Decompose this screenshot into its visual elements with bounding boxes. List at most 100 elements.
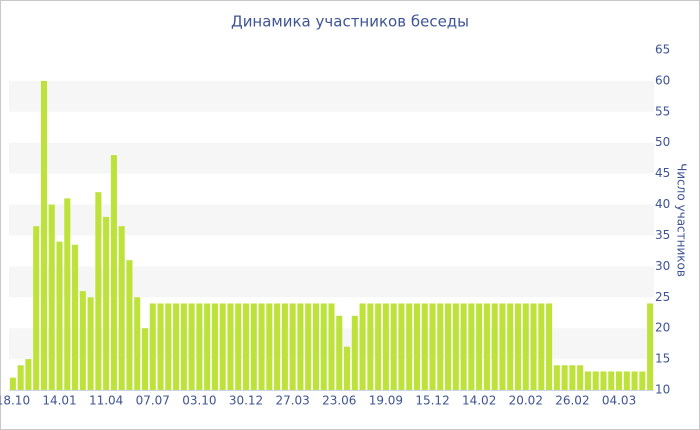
- y-tick-label: 15: [655, 352, 670, 366]
- bar: [87, 297, 94, 390]
- bar: [211, 303, 218, 390]
- bar: [600, 371, 607, 390]
- bar: [312, 303, 319, 390]
- bar: [281, 303, 288, 390]
- bar: [460, 303, 467, 390]
- y-tick-label: 35: [655, 228, 670, 242]
- bar: [157, 303, 164, 390]
- bar: [149, 303, 156, 390]
- bar: [375, 303, 382, 390]
- bar: [227, 303, 234, 390]
- bar: [577, 365, 584, 390]
- bar: [382, 303, 389, 390]
- y-tick-label: 60: [655, 73, 670, 87]
- bar: [413, 303, 421, 390]
- x-tick-label: 26.02: [555, 394, 589, 408]
- bar: [615, 371, 623, 390]
- bar: [250, 303, 257, 390]
- bar: [514, 303, 522, 390]
- bar: [421, 303, 428, 390]
- bar: [64, 198, 71, 390]
- bar: [219, 303, 226, 390]
- bar: [118, 226, 125, 390]
- bar: [608, 371, 615, 390]
- chart-title: Динамика участников беседы: [231, 13, 469, 31]
- x-tick-label: 07.07: [136, 394, 170, 408]
- y-tick-label: 40: [655, 197, 670, 211]
- bar: [483, 303, 490, 390]
- bar: [398, 303, 405, 390]
- bar: [289, 303, 296, 390]
- bar: [336, 315, 343, 390]
- bar: [95, 192, 102, 390]
- bar: [367, 303, 374, 390]
- bar: [522, 303, 529, 390]
- bar: [103, 216, 110, 390]
- bar: [17, 365, 24, 390]
- bar: [623, 371, 630, 390]
- bar: [468, 303, 475, 390]
- bar: [452, 303, 459, 390]
- x-tick-label: 03.10: [182, 394, 216, 408]
- bar: [297, 303, 304, 390]
- y-tick-label: 10: [655, 383, 670, 397]
- y-tick-label: 20: [655, 321, 670, 335]
- bar: [235, 303, 242, 390]
- x-tick-label: 23.06: [322, 394, 356, 408]
- y-tick-label: 55: [655, 104, 670, 118]
- grid-band: [9, 80, 654, 112]
- bar: [499, 303, 506, 390]
- bar: [569, 365, 576, 390]
- y-axis-title: Число участников: [675, 163, 689, 277]
- bar: [359, 303, 366, 390]
- bar: [476, 303, 483, 390]
- bar: [196, 303, 203, 390]
- bar: [134, 297, 141, 390]
- bar: [530, 303, 537, 390]
- bar: [242, 303, 250, 390]
- bar: [351, 315, 358, 390]
- x-tick-label: 19.09: [369, 394, 403, 408]
- bar: [546, 303, 553, 390]
- bar: [110, 155, 117, 390]
- x-tick-label: 15.12: [415, 394, 449, 408]
- bar: [141, 328, 149, 390]
- bar: [9, 377, 16, 390]
- x-tick-label: 27.03: [275, 394, 309, 408]
- bar: [72, 244, 79, 390]
- x-tick-label: 18.10: [0, 394, 30, 408]
- bar: [553, 365, 560, 390]
- x-tick-label: 04.03: [602, 394, 636, 408]
- bar: [204, 303, 211, 390]
- bar: [173, 303, 180, 390]
- y-tick-label: 50: [655, 135, 670, 149]
- y-tick-label: 45: [655, 166, 670, 180]
- bar: [33, 226, 40, 390]
- bar: [266, 303, 273, 390]
- y-tick-label: 25: [655, 290, 670, 304]
- bar: [56, 241, 63, 390]
- bar: [584, 371, 591, 390]
- bar: [320, 303, 327, 390]
- bar: [429, 303, 436, 390]
- bar: [507, 303, 514, 390]
- bar: [491, 303, 498, 390]
- bar: [647, 303, 654, 390]
- bar: [390, 303, 397, 390]
- x-tick-label: 20.02: [509, 394, 543, 408]
- bar: [165, 303, 172, 390]
- x-tick-label: 14.01: [42, 394, 76, 408]
- bar: [406, 303, 413, 390]
- bar: [126, 260, 133, 390]
- bar: [344, 346, 351, 390]
- y-tick-label: 30: [655, 259, 670, 273]
- x-tick-label: 11.04: [89, 394, 123, 408]
- bar: [592, 371, 599, 390]
- bar: [79, 291, 86, 390]
- bar: [274, 303, 281, 390]
- bar: [25, 359, 32, 390]
- bar: [445, 303, 452, 390]
- bar: [258, 303, 265, 390]
- bar: [631, 371, 638, 390]
